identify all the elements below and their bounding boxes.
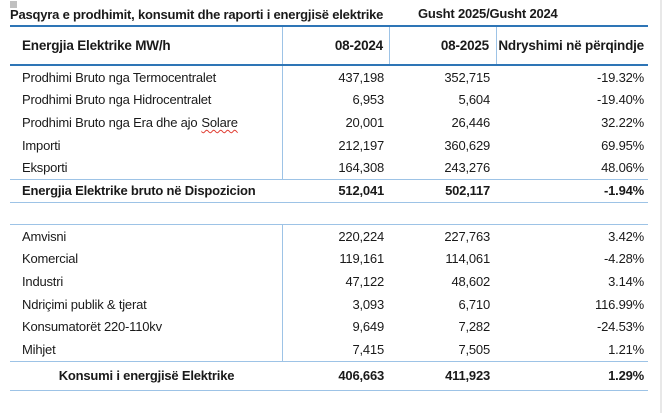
value-2024: 119,161 bbox=[339, 251, 384, 267]
value-2025: 352,715 bbox=[444, 69, 490, 85]
header-2025: 08-2025 bbox=[390, 27, 497, 64]
table-row-importi: Importi 212,197 360,629 69.95% bbox=[10, 133, 648, 157]
table-row-amvisni: Amvisni 220,224 227,763 3.42% bbox=[10, 224, 648, 248]
value-2024: 7,415 bbox=[352, 341, 384, 357]
total-2024: 406,663 bbox=[338, 368, 384, 384]
value-2024: 20,001 bbox=[345, 114, 384, 130]
value-2024: 212,197 bbox=[338, 137, 384, 153]
row-label: Eksporti bbox=[10, 156, 283, 179]
value-2024: 164,308 bbox=[338, 160, 384, 176]
change-percent: -4.28% bbox=[604, 251, 644, 267]
row-label: Prodhimi Bruto nga Hidrocentralet bbox=[10, 88, 283, 112]
total-change: -1.94% bbox=[604, 183, 644, 199]
header-row: Energjia Elektrike MW/h 08-2024 08-2025 … bbox=[10, 25, 648, 66]
value-2025: 114,061 bbox=[445, 251, 490, 267]
row-label: Prodhimi Bruto nga Era dhe ajo Solare bbox=[10, 111, 283, 134]
table-row-mihjet: Mihjet 7,415 7,505 1.21% bbox=[10, 337, 648, 361]
value-2025: 26,446 bbox=[451, 114, 490, 130]
value-2024: 3,093 bbox=[352, 296, 384, 312]
section-gap bbox=[10, 203, 648, 224]
value-2024: 9,649 bbox=[352, 319, 384, 335]
value-2025: 243,276 bbox=[444, 160, 490, 176]
total-row-konsumi: Konsumi i energjisë Elektrike 406,663 41… bbox=[10, 362, 648, 390]
change-percent: 69.95% bbox=[601, 137, 644, 153]
row-label: Ndriçimi publik & tjerat bbox=[10, 292, 283, 316]
value-2025: 360,629 bbox=[444, 137, 490, 153]
change-percent: 1.21% bbox=[608, 341, 644, 357]
energy-table: Energjia Elektrike MW/h 08-2024 08-2025 … bbox=[10, 25, 648, 391]
value-2024: 220,224 bbox=[338, 228, 384, 244]
page-title: Pasqyra e prodhimit, konsumit dhe raport… bbox=[10, 7, 384, 22]
table-row-industri: Industri 47,122 48,602 3.14% bbox=[10, 270, 648, 293]
total-2025: 411,923 bbox=[445, 368, 490, 384]
total-row-dispozicion: Energjia Elektrike bruto në Dispozicion … bbox=[10, 180, 648, 202]
value-2025: 5,604 bbox=[458, 92, 490, 108]
divider-line bbox=[10, 223, 648, 225]
value-2024: 437,198 bbox=[338, 69, 384, 85]
divider-line bbox=[10, 389, 648, 391]
change-percent: 116.99% bbox=[595, 296, 644, 312]
table-row-hidrocentralet: Prodhimi Bruto nga Hidrocentralet 6,953 … bbox=[10, 88, 648, 112]
header-2024: 08-2024 bbox=[283, 27, 390, 64]
total-change: 1.29% bbox=[608, 368, 644, 384]
total-label: Energjia Elektrike bruto në Dispozicion bbox=[22, 183, 256, 199]
value-2025: 48,602 bbox=[451, 273, 490, 289]
row-label: Komercial bbox=[10, 247, 283, 271]
row-label: Amvisni bbox=[10, 224, 283, 248]
value-2025: 7,282 bbox=[458, 319, 490, 335]
divider-line bbox=[10, 178, 648, 180]
table-row-ndricimi: Ndriçimi publik & tjerat 3,093 6,710 116… bbox=[10, 292, 648, 316]
table-row-era-solare: Prodhimi Bruto nga Era dhe ajo Solare 20,… bbox=[10, 111, 648, 134]
change-percent: 32.22% bbox=[601, 114, 644, 130]
table-row-termocentralet: Prodhimi Bruto nga Termocentralet 437,19… bbox=[10, 66, 648, 89]
total-label: Konsumi i energjisë Elektrike bbox=[58, 368, 235, 384]
title-bar: Pasqyra e prodhimit, konsumit dhe raport… bbox=[10, 6, 650, 23]
page-right-edge bbox=[660, 0, 662, 413]
value-2024: 6,953 bbox=[352, 92, 384, 108]
divider-line bbox=[10, 201, 648, 203]
value-2025: 6,710 bbox=[458, 296, 490, 312]
header-change: Ndryshimi në përqindje bbox=[498, 37, 644, 53]
table-row-komercial: Komercial 119,161 114,061 -4.28% bbox=[10, 247, 648, 271]
value-2024: 47,122 bbox=[345, 273, 384, 289]
change-percent: -19.32% bbox=[596, 69, 644, 85]
change-percent: 3.42% bbox=[608, 228, 644, 244]
row-label: Importi bbox=[10, 133, 283, 157]
change-percent: -24.53% bbox=[596, 319, 644, 335]
row-label: Prodhimi Bruto nga Termocentralet bbox=[10, 66, 283, 89]
row-label: Konsumatorët 220-110kv bbox=[10, 315, 283, 338]
change-percent: 3.14% bbox=[608, 273, 644, 289]
total-2024: 512,041 bbox=[338, 183, 384, 199]
table-row-eksporti: Eksporti 164,308 243,276 48.06% bbox=[10, 156, 648, 179]
change-percent: 48.06% bbox=[601, 160, 644, 176]
spellcheck-word: Solare bbox=[201, 114, 238, 130]
row-label-text: Prodhimi Bruto nga Era dhe ajo bbox=[22, 114, 198, 130]
row-label: Industri bbox=[10, 270, 283, 293]
table-row-konsumatoret: Konsumatorët 220-110kv 9,649 7,282 -24.5… bbox=[10, 315, 648, 338]
selection-handle[interactable] bbox=[10, 1, 17, 8]
total-2025: 502,117 bbox=[445, 183, 490, 199]
header-energy: Energjia Elektrike MW/h bbox=[10, 27, 283, 64]
divider-line bbox=[10, 360, 648, 362]
row-label: Mihjet bbox=[10, 337, 283, 361]
change-percent: -19.40% bbox=[596, 92, 644, 108]
value-2025: 227,763 bbox=[444, 228, 490, 244]
report-period: Gusht 2025/Gusht 2024 bbox=[418, 6, 558, 21]
value-2025: 7,505 bbox=[458, 341, 490, 357]
